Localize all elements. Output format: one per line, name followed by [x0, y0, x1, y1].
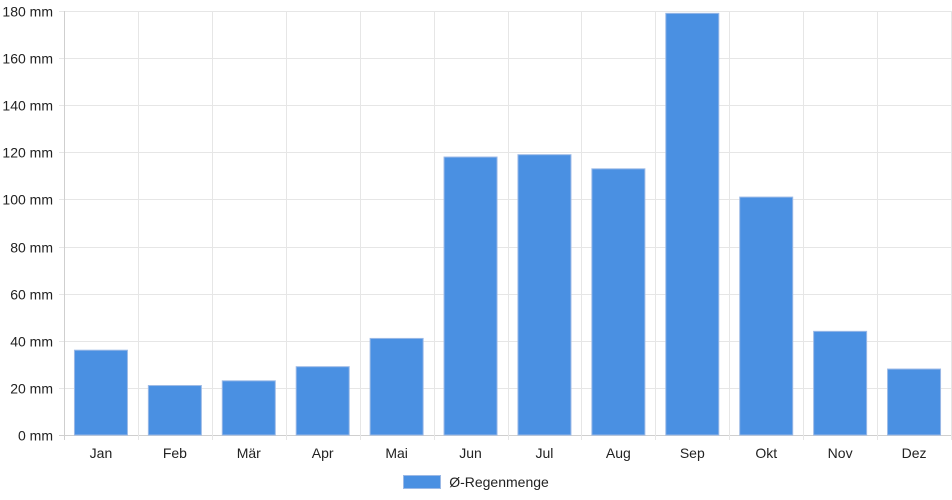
y-tick-label: 180 mm: [2, 4, 53, 20]
y-tick-label: 120 mm: [2, 145, 53, 161]
bar-jul: [517, 154, 572, 436]
y-axis-ticks: 0 mm 20 mm 40 mm 60 mm 80 mm 100 mm 120 mm 140 …: [2, 4, 53, 444]
bar-dez: [887, 368, 942, 436]
x-tick-label: Jun: [459, 445, 482, 461]
bar-aug: [591, 168, 646, 436]
bar-sep: [665, 12, 720, 436]
bar-feb: [147, 385, 202, 436]
x-tick-label: Jul: [536, 445, 554, 461]
bar-series: [73, 12, 942, 436]
x-axis-ticks: Jan Feb Mär Apr Mai Jun Jul Aug Sep Okt Nov Dez: [90, 445, 927, 461]
bar-mär: [221, 380, 276, 436]
legend[interactable]: Ø-Regenmenge: [0, 470, 952, 494]
bar-apr: [295, 366, 350, 436]
x-tick-label: Nov: [828, 445, 853, 461]
x-tick-label: Jan: [90, 445, 113, 461]
x-tick-label: Okt: [755, 445, 777, 461]
y-tick-label: 160 mm: [2, 51, 53, 67]
x-tick-label: Mär: [237, 445, 261, 461]
rainfall-bar-chart: 0 mm 20 mm 40 mm 60 mm 80 mm 100 mm 120 mm 140 …: [2, 4, 952, 461]
y-tick-label: 60 mm: [10, 287, 53, 303]
bar-nov: [813, 330, 868, 436]
x-tick-label: Feb: [163, 445, 187, 461]
y-tick-label: 20 mm: [10, 381, 53, 397]
x-tick-label: Mai: [385, 445, 408, 461]
y-tick-label: 140 mm: [2, 98, 53, 114]
y-tick-label: 0 mm: [18, 428, 53, 444]
x-tick-label: Sep: [680, 445, 705, 461]
bar-okt: [739, 196, 794, 436]
legend-swatch-rainfall: [403, 475, 442, 489]
y-tick-label: 80 mm: [10, 240, 53, 256]
bar-jan: [73, 349, 128, 436]
x-tick-label: Apr: [312, 445, 334, 461]
x-tick-label: Dez: [902, 445, 927, 461]
bar-jun: [443, 156, 498, 436]
bar-mai: [369, 337, 424, 436]
y-tick-label: 40 mm: [10, 334, 53, 350]
legend-label-rainfall: Ø-Regenmenge: [449, 474, 549, 490]
y-tick-label: 100 mm: [2, 192, 53, 208]
x-tick-label: Aug: [606, 445, 631, 461]
